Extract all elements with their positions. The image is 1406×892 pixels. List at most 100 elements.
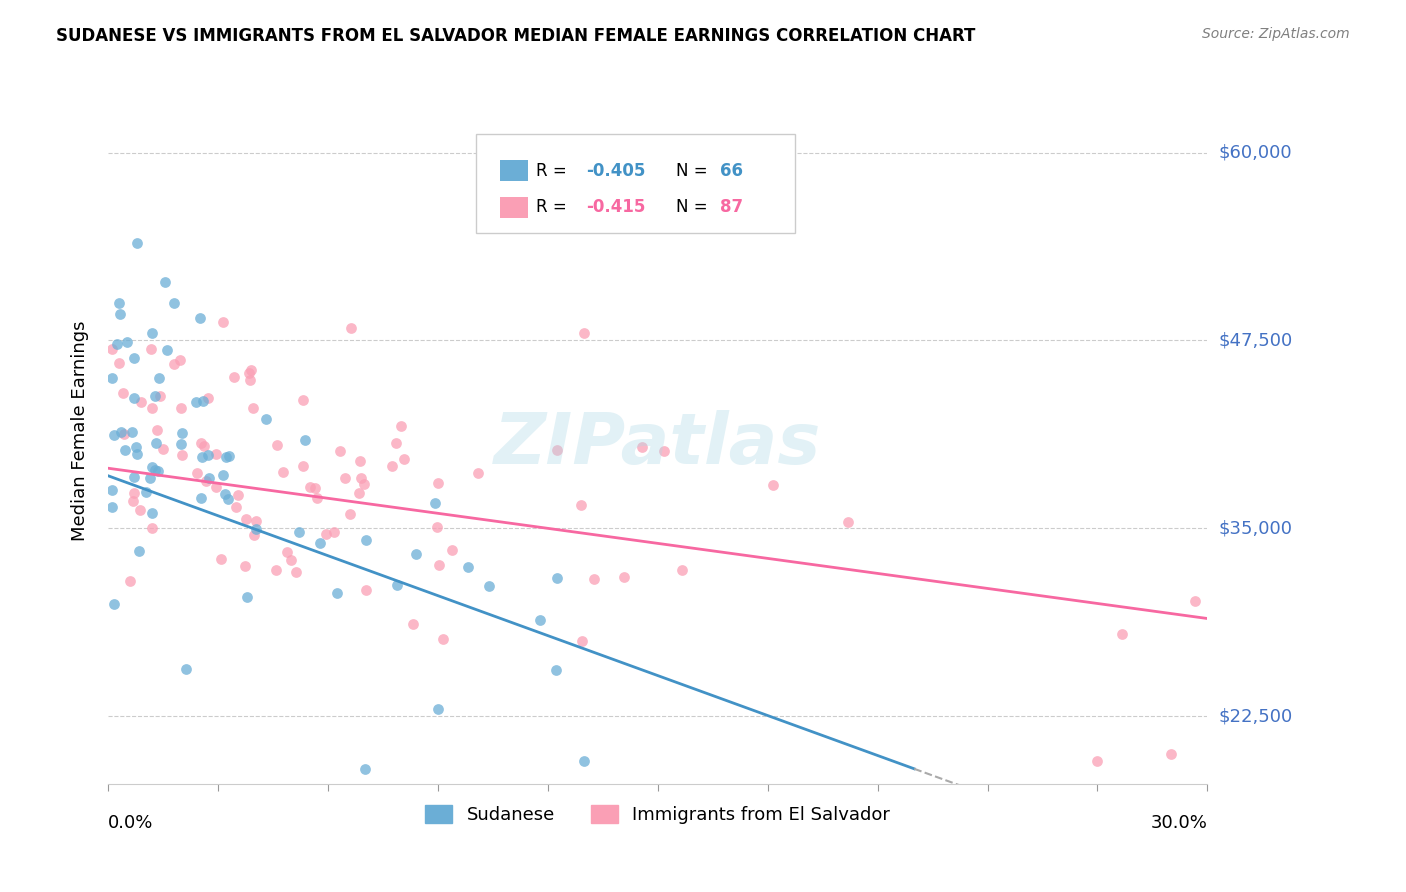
Point bbox=[152, 442, 174, 457]
Point bbox=[613, 570, 636, 584]
Point bbox=[135, 485, 157, 500]
Point bbox=[155, 343, 177, 357]
Point bbox=[837, 515, 859, 529]
Point bbox=[762, 478, 785, 492]
Point bbox=[205, 447, 228, 461]
Point bbox=[215, 450, 238, 465]
Point bbox=[239, 373, 262, 387]
Point bbox=[143, 463, 166, 477]
Point bbox=[163, 296, 186, 310]
FancyBboxPatch shape bbox=[501, 160, 529, 181]
Point bbox=[121, 494, 143, 508]
Point bbox=[235, 511, 257, 525]
Point bbox=[105, 337, 128, 351]
Point bbox=[101, 343, 124, 357]
Point bbox=[423, 496, 446, 510]
Point bbox=[582, 572, 605, 586]
Text: $60,000: $60,000 bbox=[1219, 144, 1292, 161]
Point bbox=[349, 454, 371, 468]
Point bbox=[333, 471, 356, 485]
Text: SUDANESE VS IMMIGRANTS FROM EL SALVADOR MEDIAN FEMALE EARNINGS CORRELATION CHART: SUDANESE VS IMMIGRANTS FROM EL SALVADOR … bbox=[56, 27, 976, 45]
Point bbox=[254, 411, 277, 425]
Point bbox=[546, 571, 568, 585]
Point bbox=[238, 366, 260, 380]
Point bbox=[309, 536, 332, 550]
Text: 66: 66 bbox=[720, 161, 744, 179]
Point bbox=[225, 500, 247, 514]
Point bbox=[122, 351, 145, 365]
Point bbox=[143, 389, 166, 403]
FancyBboxPatch shape bbox=[477, 134, 796, 233]
Point bbox=[108, 307, 131, 321]
Point bbox=[169, 437, 191, 451]
Text: R =: R = bbox=[536, 161, 572, 179]
Point bbox=[193, 394, 215, 409]
Point bbox=[153, 275, 176, 289]
Point bbox=[546, 443, 568, 458]
Point bbox=[266, 438, 288, 452]
Point bbox=[353, 477, 375, 491]
Point bbox=[299, 480, 322, 494]
Point bbox=[110, 425, 132, 439]
Point bbox=[569, 499, 592, 513]
Text: -0.415: -0.415 bbox=[586, 198, 645, 216]
Point bbox=[184, 395, 207, 409]
Point bbox=[326, 585, 349, 599]
Point bbox=[328, 444, 350, 458]
Point bbox=[242, 401, 264, 415]
Point bbox=[315, 527, 337, 541]
Point bbox=[193, 439, 215, 453]
Text: 0.0%: 0.0% bbox=[108, 814, 153, 832]
Text: -0.405: -0.405 bbox=[586, 161, 645, 179]
Point bbox=[108, 296, 131, 310]
Point bbox=[141, 459, 163, 474]
Point bbox=[353, 762, 375, 776]
Point bbox=[148, 371, 170, 385]
Legend: Sudanese, Immigrants from El Salvador: Sudanese, Immigrants from El Salvador bbox=[418, 797, 897, 831]
Point bbox=[294, 433, 316, 447]
Point bbox=[544, 663, 567, 677]
Point bbox=[217, 492, 239, 507]
Point bbox=[354, 582, 377, 597]
Point bbox=[100, 371, 122, 385]
Point bbox=[405, 547, 427, 561]
Point bbox=[288, 524, 311, 539]
Point bbox=[122, 392, 145, 406]
Point bbox=[671, 563, 693, 577]
Text: N =: N = bbox=[676, 161, 713, 179]
Point bbox=[190, 436, 212, 450]
Point bbox=[426, 475, 449, 490]
Text: Source: ZipAtlas.com: Source: ZipAtlas.com bbox=[1202, 27, 1350, 41]
Point bbox=[347, 486, 370, 500]
Point bbox=[204, 480, 226, 494]
Point bbox=[212, 315, 235, 329]
Point bbox=[291, 458, 314, 473]
Point bbox=[224, 369, 246, 384]
Point bbox=[212, 467, 235, 482]
Point bbox=[457, 560, 479, 574]
Point bbox=[235, 558, 257, 573]
Point bbox=[112, 427, 135, 442]
Point bbox=[172, 425, 194, 440]
Point bbox=[354, 533, 377, 547]
Point bbox=[198, 471, 221, 485]
Text: $47,500: $47,500 bbox=[1219, 332, 1292, 350]
Point bbox=[145, 435, 167, 450]
Point bbox=[1160, 747, 1182, 761]
Point bbox=[574, 326, 596, 340]
Point bbox=[243, 527, 266, 541]
Point bbox=[426, 520, 449, 534]
Point bbox=[339, 508, 361, 522]
Point bbox=[197, 391, 219, 405]
Point bbox=[121, 425, 143, 440]
Point bbox=[169, 352, 191, 367]
Point bbox=[141, 506, 163, 520]
Point bbox=[125, 447, 148, 461]
Text: 30.0%: 30.0% bbox=[1150, 814, 1208, 832]
Text: $22,500: $22,500 bbox=[1219, 707, 1292, 725]
Point bbox=[389, 418, 412, 433]
Point bbox=[236, 591, 259, 605]
Point bbox=[385, 436, 408, 450]
Point bbox=[381, 459, 404, 474]
Point bbox=[226, 488, 249, 502]
